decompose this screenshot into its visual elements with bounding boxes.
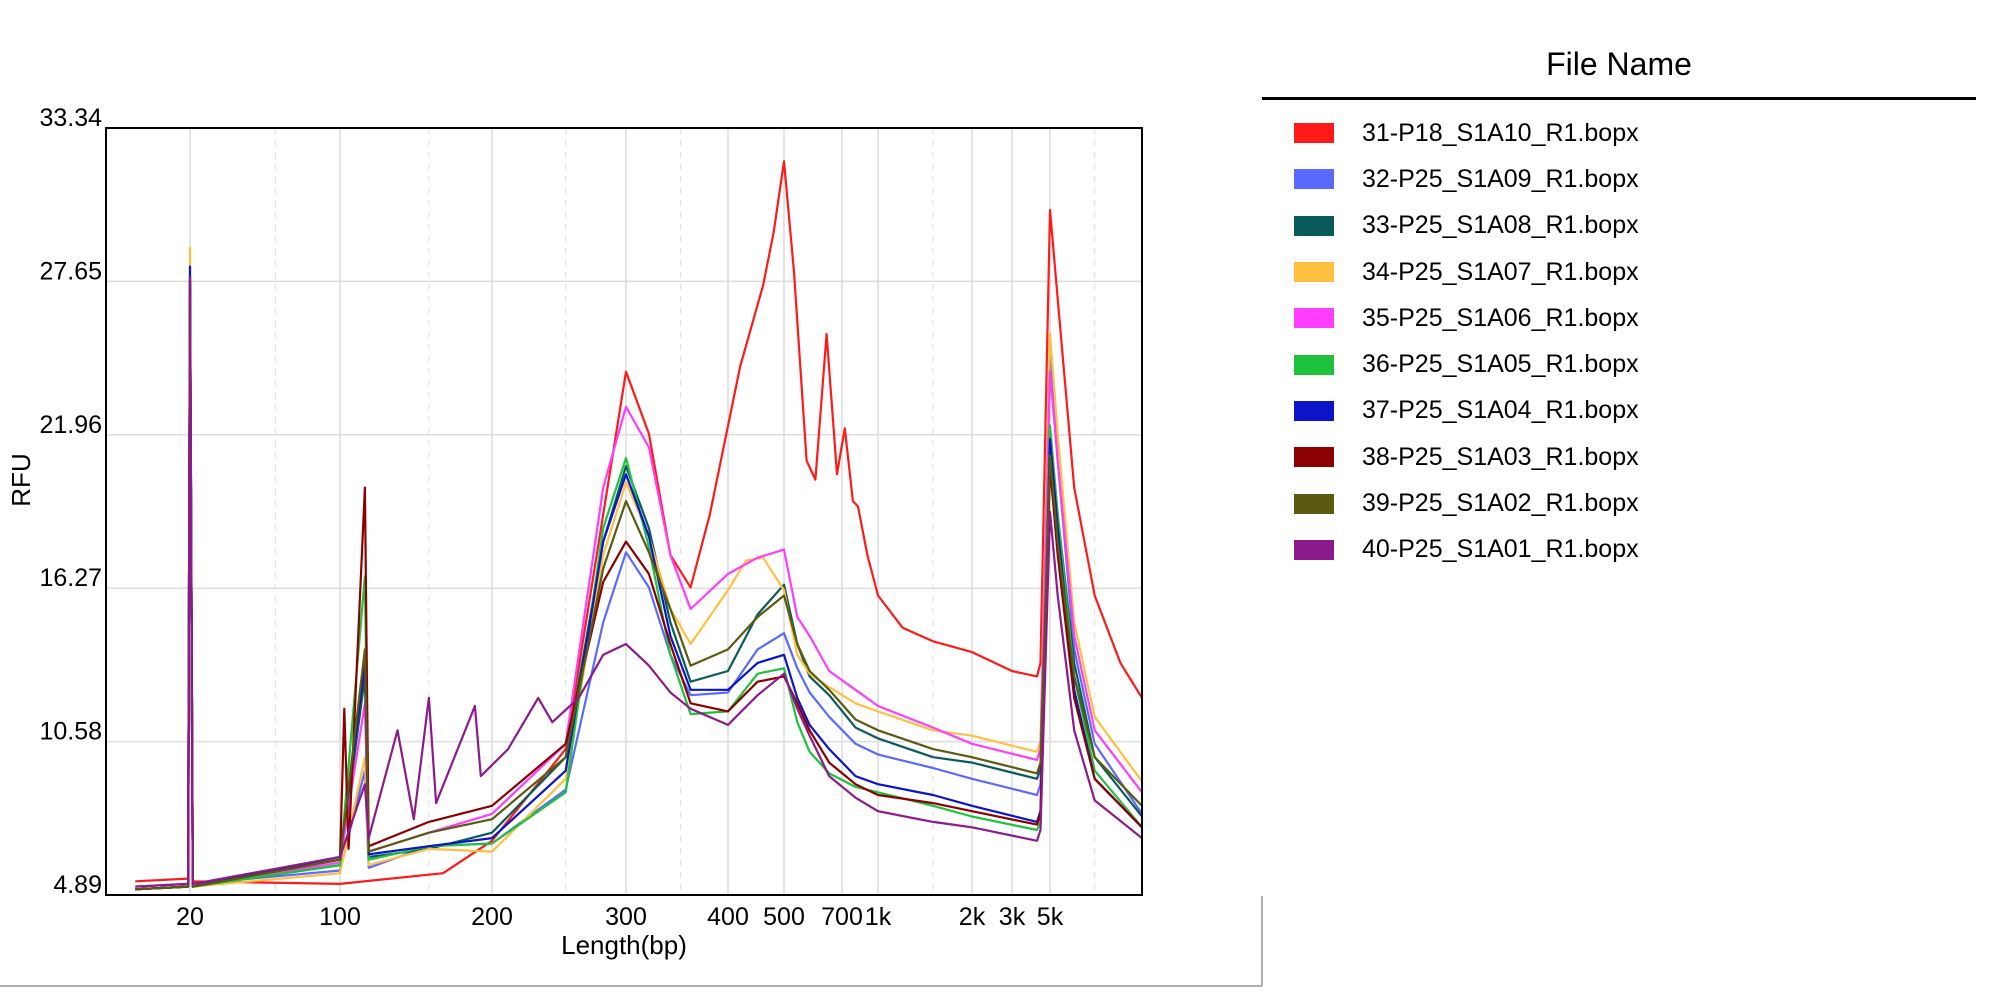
x-tick-label: 500 [763,903,805,931]
legend-item: 38-P25_S1A03_R1.bopx [1262,434,1976,480]
legend: File Name 31-P18_S1A10_R1.bopx 32-P25_S1A… [1262,40,1976,573]
legend-swatch [1294,169,1334,190]
y-tick-label: 10.58 [39,718,102,746]
legend-swatch [1294,262,1334,283]
legend-swatch [1294,123,1334,144]
x-tick-label: 200 [471,903,513,931]
legend-swatch [1294,539,1334,560]
x-axis-title: Length(bp) [561,930,687,960]
legend-label: 34-P25_S1A07_R1.bopx [1362,257,1639,286]
x-tick-label: 3k [999,903,1026,931]
x-axis-ticks: 20 100 200 300 400 500 700 1k 2k 3k 5k [176,903,1064,931]
legend-label: 38-P25_S1A03_R1.bopx [1362,442,1639,471]
legend-label: 31-P18_S1A10_R1.bopx [1362,118,1639,147]
series-line [135,281,1142,891]
y-axis-title: RFU [6,453,36,506]
legend-swatch [1294,354,1334,375]
legend-item: 33-P25_S1A08_R1.bopx [1262,203,1976,249]
legend-item: 36-P25_S1A05_R1.bopx [1262,341,1976,387]
y-axis-ticks: 4.89 10.58 16.27 21.96 27.65 33.34 [39,104,102,899]
legend-swatch [1294,447,1334,468]
series-lines [135,160,1142,891]
legend-item: 40-P25_S1A01_R1.bopx [1262,527,1976,573]
legend-label: 32-P25_S1A09_R1.bopx [1362,164,1639,193]
legend-label: 36-P25_S1A05_R1.bopx [1362,350,1639,379]
legend-item: 34-P25_S1A07_R1.bopx [1262,249,1976,295]
x-tick-label: 1k [865,903,892,931]
legend-swatch [1294,308,1334,329]
legend-label: 35-P25_S1A06_R1.bopx [1362,303,1639,332]
legend-label: 33-P25_S1A08_R1.bopx [1362,211,1639,240]
y-tick-label: 21.96 [39,411,102,439]
y-tick-label: 33.34 [39,104,102,132]
x-tick-label: 100 [319,903,361,931]
legend-swatch [1294,493,1334,514]
legend-item: 32-P25_S1A09_R1.bopx [1262,156,1976,202]
legend-title: File Name [1262,40,1976,100]
legend-item: 35-P25_S1A06_R1.bopx [1262,295,1976,341]
x-tick-label: 700 [821,903,863,931]
legend-swatch [1294,400,1334,421]
x-tick-label: 20 [176,903,204,931]
x-tick-label: 5k [1037,903,1064,931]
series-line [135,281,1142,891]
x-tick-label: 2k [959,903,986,931]
series-line [135,276,1142,888]
legend-item: 31-P18_S1A10_R1.bopx [1262,110,1976,156]
plot-background [106,128,1142,895]
y-tick-label: 16.27 [39,564,102,592]
legend-swatch [1294,215,1334,236]
legend-item: 37-P25_S1A04_R1.bopx [1262,388,1976,434]
legend-label: 40-P25_S1A01_R1.bopx [1362,535,1639,564]
legend-item: 39-P25_S1A02_R1.bopx [1262,480,1976,526]
y-tick-label: 27.65 [39,257,102,285]
legend-label: 37-P25_S1A04_R1.bopx [1362,396,1639,425]
legend-label: 39-P25_S1A02_R1.bopx [1362,489,1639,518]
plot-frame [105,127,1143,896]
y-tick-label: 4.89 [53,871,102,899]
x-tick-label: 300 [605,903,647,931]
x-tick-label: 400 [707,903,749,931]
legend-list: 31-P18_S1A10_R1.bopx 32-P25_S1A09_R1.bopx… [1262,110,1976,573]
